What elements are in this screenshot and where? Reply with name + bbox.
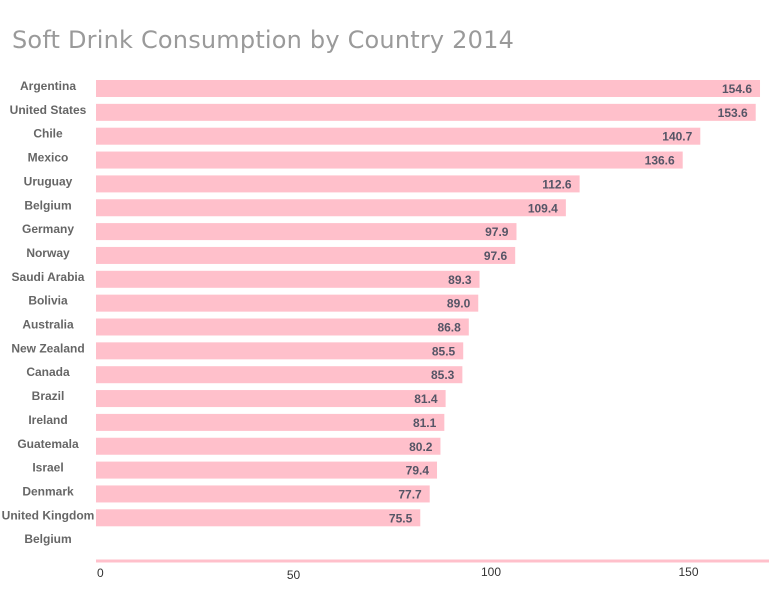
- value-label: 109.4: [528, 201, 558, 215]
- chart-title: Soft Drink Consumption by Country 2014: [12, 26, 515, 54]
- value-label: 89.3: [448, 273, 472, 287]
- category-label: Chile: [33, 127, 63, 141]
- category-label: Germany: [22, 222, 74, 236]
- bar: [96, 80, 761, 97]
- bar: [96, 342, 464, 360]
- category-label: Uruguay: [24, 174, 73, 188]
- value-label: 136.6: [645, 154, 675, 168]
- category-label: Denmark: [22, 484, 74, 498]
- bar: [96, 151, 683, 169]
- bar: [96, 103, 756, 121]
- x-tick-label: 150: [678, 565, 698, 579]
- x-tick-label: 0: [97, 566, 104, 580]
- category-label: Saudi Arabia: [12, 270, 85, 284]
- value-label: 86.8: [437, 321, 461, 335]
- category-labels: Argentina United States Chile Mexico Uruguay…: [2, 79, 95, 546]
- value-label: 89.0: [447, 297, 471, 311]
- value-label: 140.7: [662, 130, 692, 144]
- category-label: Ireland: [28, 413, 67, 427]
- value-label: 81.4: [414, 392, 438, 406]
- value-label: 79.4: [406, 464, 430, 478]
- x-tick-label: 100: [481, 565, 501, 579]
- category-label: Guatemala: [17, 437, 79, 451]
- value-label: 154.6: [722, 82, 752, 96]
- value-label: 112.6: [542, 177, 572, 191]
- category-label: Belgium: [24, 198, 71, 212]
- value-label: 85.5: [432, 344, 456, 358]
- value-label: 85.3: [431, 368, 455, 382]
- bar: [96, 485, 430, 503]
- category-label: Israel: [32, 461, 63, 475]
- category-label: Argentina: [20, 79, 76, 93]
- category-label: Canada: [26, 365, 70, 379]
- category-label: Brazil: [32, 389, 65, 403]
- category-label: United States: [10, 103, 87, 117]
- bar: [96, 509, 421, 527]
- category-label: Mexico: [28, 151, 69, 165]
- bar: [96, 223, 517, 241]
- bar: [96, 390, 446, 408]
- category-label: Australia: [22, 318, 74, 332]
- value-label: 75.5: [389, 511, 413, 525]
- category-label: New Zealand: [11, 341, 84, 355]
- bar: [96, 270, 480, 288]
- bar: [96, 437, 441, 455]
- value-label: 153.6: [718, 106, 748, 120]
- value-label: 97.6: [484, 249, 508, 263]
- category-label: Belgium: [24, 532, 71, 546]
- value-labels: 154.6 153.6 140.7 136.6 112.6 109.4 97.9 97.6 89…: [389, 82, 752, 525]
- bar: [96, 175, 580, 193]
- value-label: 81.1: [413, 416, 437, 430]
- bars-layer: [96, 80, 761, 527]
- category-label: Norway: [26, 246, 70, 260]
- bar: [96, 461, 438, 479]
- bar: [96, 366, 463, 384]
- bar: [96, 294, 479, 312]
- bar: [96, 413, 445, 431]
- value-label: 97.9: [485, 225, 509, 239]
- bar: [96, 127, 701, 145]
- category-label: United Kingdom: [2, 508, 95, 522]
- bar: [96, 199, 566, 217]
- x-tick-label: 50: [287, 568, 301, 582]
- value-label: 80.2: [409, 440, 433, 454]
- category-label: Bolivia: [28, 294, 68, 308]
- value-label: 77.7: [398, 487, 422, 501]
- bar: [96, 318, 469, 336]
- bar: [96, 246, 516, 264]
- x-axis-ticks: 0 50 100 150: [97, 565, 699, 582]
